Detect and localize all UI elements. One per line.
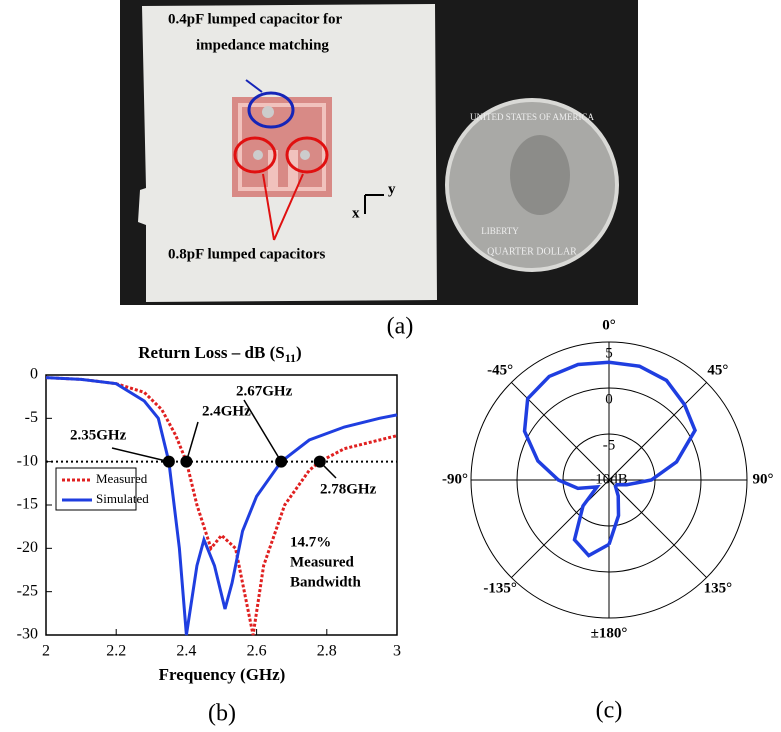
r-tick-label: 5 — [605, 345, 613, 361]
angle-label: ±180° — [591, 625, 628, 641]
ring — [562, 433, 656, 527]
annotation: 0.8pF lumped capacitors — [168, 246, 326, 262]
x-tick-label: 2 — [42, 643, 50, 660]
annotation-arrow — [111, 447, 170, 463]
legend-label: Simulated — [96, 491, 149, 506]
y-tick-label: 0 — [30, 366, 38, 383]
highlight — [285, 136, 329, 174]
arrow — [245, 79, 263, 93]
axis-label: x — [352, 205, 360, 221]
annotation-arrow — [243, 399, 282, 463]
r-tick-label: -5 — [603, 437, 616, 453]
coin-portrait — [510, 135, 570, 215]
x-tick-label: 3 — [393, 643, 401, 660]
arrow — [262, 173, 275, 241]
annotation: impedance matching — [196, 37, 329, 53]
marker — [275, 455, 288, 468]
pcb-pattern — [288, 150, 298, 190]
y-tick-label: -15 — [17, 496, 38, 513]
angle-label: 135° — [704, 580, 733, 596]
chart-title: Return Loss – dB (S11) — [138, 343, 301, 365]
pcb — [232, 97, 332, 197]
series-line — [45, 376, 398, 636]
ring — [470, 341, 748, 619]
title-part: 11 — [285, 351, 296, 365]
axis-label: y — [388, 181, 396, 197]
caption: (a) — [387, 314, 414, 340]
angle-label: -45° — [487, 363, 513, 379]
annotation: Bandwidth — [290, 574, 362, 590]
angle-label: 90° — [753, 471, 774, 487]
highlight — [233, 136, 277, 174]
legend-label: Measured — [96, 471, 148, 486]
annotation: 2.78GHz — [320, 481, 377, 497]
capacitor — [262, 106, 274, 118]
caption: (c) — [596, 698, 623, 724]
x-tick-label: 2.8 — [317, 643, 337, 660]
angle-label: 0° — [602, 317, 616, 333]
r-tick-label: 0 — [605, 391, 613, 407]
y-tick-label: -20 — [17, 539, 38, 556]
title-part: Return Loss – dB (S — [138, 343, 284, 362]
caption: (b) — [208, 701, 236, 727]
x-tick-label: 2.6 — [247, 643, 267, 660]
annotation-arrow — [185, 421, 199, 462]
pattern-line — [522, 360, 697, 558]
annotation: Measured — [290, 554, 355, 570]
arrow — [273, 173, 304, 241]
y-tick-label: -5 — [25, 409, 38, 426]
pcb-pattern — [268, 150, 278, 190]
annotation: 2.35GHz — [70, 427, 127, 443]
marker — [313, 455, 326, 468]
marker — [180, 455, 193, 468]
coin-text: LIBERTY — [481, 226, 519, 236]
angle-label: -135° — [483, 580, 517, 596]
x-tick-label: 2.4 — [176, 643, 196, 660]
angle-label: 45° — [707, 363, 728, 379]
y-tick-label: -25 — [17, 582, 38, 599]
annotation: 14.7% — [290, 534, 331, 550]
spoke — [608, 479, 707, 578]
marker — [162, 455, 175, 468]
annotation: 2.4GHz — [202, 403, 251, 419]
spoke — [511, 479, 610, 578]
annotation: 0.4pF lumped capacitor for — [168, 11, 342, 27]
y-tick-label: -30 — [17, 626, 38, 643]
spoke — [608, 382, 707, 481]
x-tick-label: 2.2 — [106, 643, 126, 660]
coin-text: QUARTER DOLLAR — [487, 246, 577, 257]
ring — [516, 387, 702, 573]
capacitor — [300, 150, 310, 160]
highlight — [247, 91, 295, 129]
title-part: ) — [296, 343, 302, 362]
legend-frame — [55, 467, 137, 511]
y-tick-label: -10 — [17, 452, 38, 469]
capacitor — [253, 150, 263, 160]
x-axis-label: Frequency (GHz) — [159, 665, 286, 684]
coin-text: UNITED STATES OF AMERICA — [470, 112, 595, 122]
plot-frame — [45, 374, 398, 636]
annotation: 2.67GHz — [236, 383, 293, 399]
angle-label: -90° — [442, 471, 468, 487]
